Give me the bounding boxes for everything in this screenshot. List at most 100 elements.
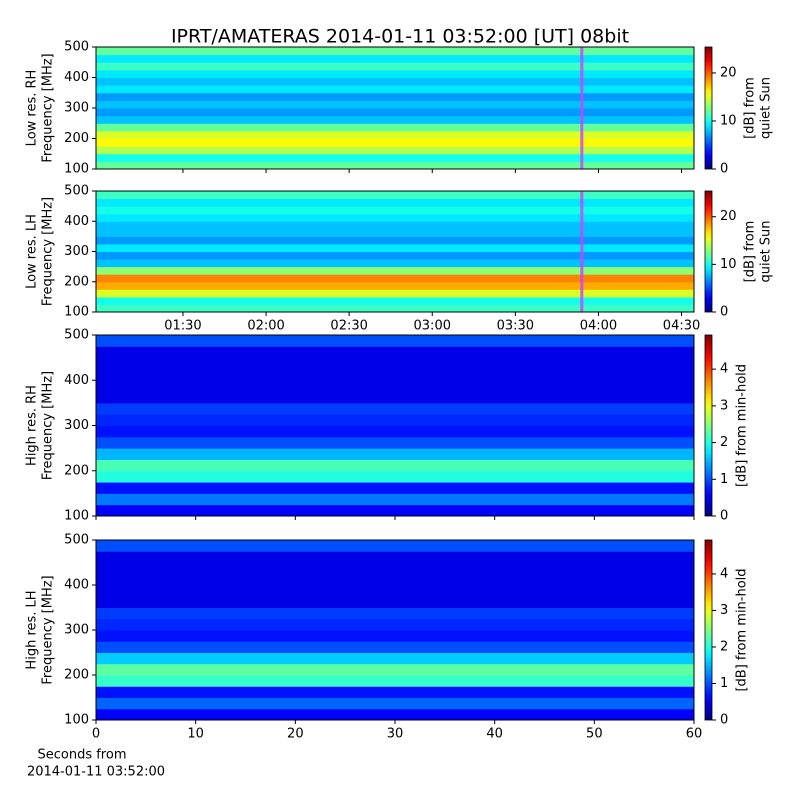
heatmap-cell <box>96 243 694 252</box>
heatmap-cell <box>96 77 694 86</box>
y-axis-label: High res. RH <box>25 385 40 466</box>
colorbar-tick-label: 0 <box>720 509 728 524</box>
colorbar-tick-label: 0 <box>720 713 728 728</box>
y-axis-label: High res. LH <box>25 590 40 669</box>
x-tick-label: 02:00 <box>247 319 284 334</box>
y-tick-label: 400 <box>64 373 89 388</box>
heatmap-cell <box>96 618 694 631</box>
y-tick-label: 500 <box>64 40 89 55</box>
colorbar-tick-label: 2 <box>720 639 728 654</box>
colorbar-tick-label: 20 <box>720 209 737 224</box>
heatmap-cell <box>96 130 694 139</box>
heatmap-cell <box>96 630 694 642</box>
colorbar-tick-label: 1 <box>720 472 728 487</box>
colorbar-tick-label: 3 <box>720 603 728 618</box>
heatmap-cell <box>96 304 694 313</box>
y-tick-label: 200 <box>64 274 89 289</box>
colorbar-tick-label: 0 <box>720 162 728 177</box>
heatmap-cell <box>96 92 694 101</box>
heatmap-cell <box>96 108 694 117</box>
heatmap-cell <box>96 357 694 370</box>
x-tick-label: 03:00 <box>414 319 451 334</box>
y-axis-label: Frequency [MHz] <box>41 371 56 480</box>
heatmap-cell <box>96 85 694 94</box>
x-axis-label: 2014-01-11 03:52:00 <box>27 765 165 780</box>
heatmap-cell <box>96 100 694 109</box>
heatmap-cell <box>96 161 694 170</box>
heatmap-cell <box>96 123 694 132</box>
heatmap-cell <box>96 675 694 687</box>
y-tick-label: 500 <box>64 533 89 548</box>
x-tick-label: 50 <box>586 727 603 742</box>
colorbar-tick-label: 4 <box>720 566 728 581</box>
colorbar <box>704 190 713 313</box>
x-tick-label: 0 <box>92 727 100 742</box>
heatmap-cell <box>96 380 694 393</box>
heatmap-cell <box>96 115 694 124</box>
heatmap-cell <box>96 425 694 438</box>
y-tick-label: 200 <box>64 668 89 683</box>
colorbar-label: quiet Sun <box>759 220 774 282</box>
heatmap-cell <box>96 138 694 147</box>
heatmap-cell <box>96 708 694 721</box>
y-tick-label: 400 <box>64 214 89 229</box>
figure-title: IPRT/AMATERAS 2014-01-11 03:52:00 [UT] 0… <box>171 26 629 48</box>
heatmap-cell <box>96 448 694 460</box>
heatmap-cell <box>96 414 694 426</box>
heatmap-cell <box>96 470 694 483</box>
colorbar-tick-label: 4 <box>720 362 728 377</box>
x-tick-label: 02:30 <box>330 319 367 334</box>
heatmap-cell <box>96 482 694 494</box>
heatmap-cell <box>96 641 694 653</box>
y-tick-label: 300 <box>64 244 89 259</box>
heatmap-cell <box>96 697 694 710</box>
heatmap-cell <box>96 289 694 298</box>
heatmap-cell <box>96 368 694 381</box>
x-tick-label: 01:30 <box>164 319 201 334</box>
heatmap-cell <box>96 335 694 347</box>
heatmap-cell <box>96 236 694 245</box>
heatmap-cell <box>96 69 694 78</box>
heatmap-cell <box>96 663 694 676</box>
x-tick-label: 03:30 <box>497 319 534 334</box>
colorbar-tick-label: 0 <box>720 305 728 320</box>
y-tick-label: 200 <box>64 131 89 146</box>
heatmap-cell <box>96 402 694 415</box>
colorbar-tick-label: 10 <box>720 257 737 272</box>
y-tick-label: 100 <box>64 305 89 320</box>
heatmap-cell <box>96 607 694 620</box>
y-axis-label: Low res. RH <box>25 70 40 147</box>
colorbar-label: quiet Sun <box>759 77 774 139</box>
colorbar-label: [dB] from min-hold <box>735 568 750 691</box>
heatmap-cell <box>96 596 694 608</box>
heatmap-cell <box>96 391 694 404</box>
y-tick-label: 300 <box>64 101 89 116</box>
heatmap-cell <box>96 504 694 517</box>
y-axis-label: Frequency [MHz] <box>41 197 56 306</box>
heatmap-cell <box>96 62 694 71</box>
heatmap-cell <box>96 493 694 506</box>
heatmap-cell <box>96 221 694 230</box>
heatmap-cell <box>96 54 694 63</box>
y-axis-label: Frequency [MHz] <box>41 575 56 684</box>
heatmap-cell <box>96 436 694 449</box>
heatmap-cell <box>96 459 694 472</box>
heatmap-cell <box>96 573 694 586</box>
colorbar-tick-label: 3 <box>720 398 728 413</box>
y-tick-label: 100 <box>64 162 89 177</box>
heatmap-cell <box>96 47 694 56</box>
colorbar <box>704 334 713 517</box>
colorbar <box>704 46 713 170</box>
heatmap-cell <box>96 153 694 162</box>
y-tick-label: 500 <box>64 184 89 199</box>
x-tick-label: 04:30 <box>663 319 700 334</box>
x-tick-label: 30 <box>387 727 404 742</box>
heatmap-cell <box>96 562 694 575</box>
colorbar-tick-label: 1 <box>720 676 728 691</box>
heatmap-cell <box>96 266 694 275</box>
heatmap-cell <box>96 652 694 665</box>
colorbar-tick-label: 20 <box>720 65 737 80</box>
heatmap-cell <box>96 540 694 552</box>
heatmap-cell <box>96 198 694 207</box>
colorbar-label: [dB] from <box>743 77 758 139</box>
